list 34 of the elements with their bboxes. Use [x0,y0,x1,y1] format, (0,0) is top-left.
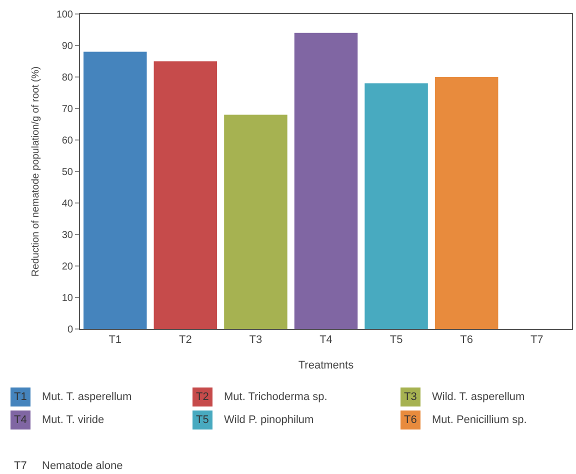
category-label: T4 [14,414,27,426]
category-label: T7 [14,460,27,472]
y-tick-label: 20 [62,262,74,272]
text: Mut. Penicillium sp. [432,414,527,426]
x-tick-label: T2 [179,334,192,346]
x-tick-label: T4 [320,334,332,346]
x-tick-label: T6 [460,334,473,346]
text: Wild. T. asperellum [432,391,525,403]
y-tick-label: 30 [62,230,74,241]
category-label: T2 [196,391,209,403]
text: Mut. T. viride [42,414,104,426]
y-axis-title: Reduction of nematode population/g of root (%) [30,66,42,277]
x-tick-label: T3 [249,334,262,346]
text: Mut. Trichoderma sp. [224,391,328,403]
y-tick-label: 0 [67,324,74,336]
text: Mut. T. asperellum [42,391,132,403]
category-label: T6 [404,414,417,426]
x-axis-title: Treatments [298,359,354,372]
y-tick-label: 70 [62,104,74,115]
y-tick-label: 60 [62,136,74,146]
x-tick-label: T1 [108,334,122,346]
y-tick-label: 80 [62,72,74,84]
text: Wild P. pinophilum [224,414,314,426]
category-label: T1 [14,391,27,403]
y-tick-label: 40 [62,198,74,210]
y-tick-label: 10 [62,293,74,304]
y-tick-label: 90 [62,41,74,52]
y-tick-label: 100 [56,10,74,20]
category-label: T3 [404,391,417,403]
text: Nematode alone [42,460,123,472]
x-tick-label: T5 [390,334,403,346]
x-tick-label: T7 [530,334,544,346]
category-label: T5 [196,414,209,426]
y-tick-label: 50 [62,167,74,178]
